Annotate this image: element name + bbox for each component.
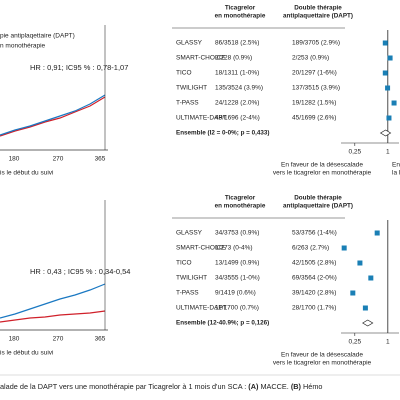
cell: 69/3564 (2-0%) (292, 275, 337, 282)
cell: 135/3524 (3.9%) (215, 85, 263, 92)
hr-marker (386, 115, 392, 121)
cell: 11/1700 (0.7%) (215, 305, 259, 312)
cell: 86/3518 (2.5%) (215, 40, 259, 47)
hr-marker (341, 245, 347, 251)
column-header: antiplaquettaire (DAPT) (283, 13, 353, 20)
curve-blue (0, 283, 106, 319)
hr-marker (391, 100, 397, 106)
cell: 6/263 (2.7%) (292, 245, 329, 252)
caption-label: (B) (291, 382, 302, 391)
x-tick-label: 270 (53, 336, 64, 343)
study-name: SMART-CHOICE (176, 55, 226, 62)
study-name: TWILIGHT (176, 275, 207, 282)
x-tick-label: 365 (95, 336, 106, 343)
study-name: GLASSY (176, 230, 203, 237)
cell: 13/1499 (0.9%) (215, 260, 259, 267)
cell: 19/1282 (1.5%) (292, 100, 336, 107)
hr-marker (387, 55, 393, 61)
direction-note: En faveur de la désescalade (281, 352, 363, 359)
cell: 18/1311 (1-0%) (215, 70, 259, 77)
cell: 39/1420 (2.8%) (292, 290, 336, 297)
caption-text: alade de la DAPT vers une monothérapie p… (0, 382, 248, 391)
cell: 137/3515 (3.9%) (292, 85, 340, 92)
overall-diamond (379, 129, 392, 137)
caption-text: MACCE. (258, 382, 290, 391)
overall-label: Ensemble (12-40.9%; p = 0,126) (176, 320, 269, 327)
hr-text: HR : 0,91; IC95 % : 0,78-1,07 (30, 63, 128, 72)
overall-label: Ensemble (I2 = 0-0%; p = 0,433) (176, 130, 269, 137)
cell: 28/1700 (1.7%) (292, 305, 336, 312)
study-name: TICO (176, 70, 192, 77)
cell: 34/3753 (0.9%) (215, 230, 259, 237)
x-tick-label: 270 (53, 156, 64, 163)
cell: 45/1699 (2.6%) (292, 115, 336, 122)
curve-red (0, 96, 106, 137)
study-name: TWILIGHT (176, 85, 207, 92)
hr-marker (368, 275, 374, 281)
caption: alade de la DAPT vers une monothérapie p… (0, 382, 323, 391)
x-axis-label: is le début du suivi (0, 170, 53, 177)
hr-marker (382, 70, 388, 76)
curve-blue (0, 94, 106, 136)
direction-note: vers le ticagrelor en monothérapie (273, 360, 372, 367)
x-tick-label: 0,25 (348, 149, 361, 156)
legend-label: n monothérapie (0, 43, 46, 50)
x-tick-label: 0,25 (348, 339, 361, 346)
x-axis-label: is le début du suivi (0, 350, 53, 357)
overall-diamond (362, 319, 374, 327)
study-name: T-PASS (176, 290, 199, 297)
legend-label: pie antiplaqettaire (DAPT) (0, 33, 75, 40)
study-name: ULTIMATE-DAPT (176, 305, 227, 312)
hr-marker (350, 290, 356, 296)
cell: 53/3756 (1-4%) (292, 230, 337, 237)
hr-marker (374, 230, 380, 236)
hr-marker (382, 40, 388, 46)
study-name: T-PASS (176, 100, 199, 107)
direction-note: En faveur de (392, 162, 400, 169)
cell: 2/228 (0.9%) (215, 55, 252, 62)
x-tick-label: 1 (386, 149, 390, 156)
km-curves-b (0, 200, 108, 331)
hr-marker (357, 260, 363, 266)
direction-note: En faveur de la désescalade (281, 162, 363, 169)
column-header: Double thérapie (294, 5, 342, 12)
direction-note: vers le ticagrelor en monothérapie (273, 170, 372, 177)
cell: 9/1419 (0.6%) (215, 290, 256, 297)
column-header: en monothérapie (215, 13, 266, 20)
column-header: Ticagrelor (225, 195, 256, 202)
x-tick-label: 365 (95, 156, 106, 163)
cell: 24/1228 (2.0%) (215, 100, 259, 107)
direction-note: la DAPT (392, 170, 400, 177)
x-tick-label: 180 (9, 336, 20, 343)
curve-red (0, 310, 106, 323)
x-tick-label: 180 (9, 156, 20, 163)
study-name: GLASSY (176, 40, 203, 47)
km-curves-a (0, 25, 108, 151)
hr-marker (385, 85, 391, 91)
cell: 34/3555 (1-0%) (215, 275, 260, 282)
study-name: TICO (176, 260, 192, 267)
column-header: en monothérapie (215, 203, 266, 210)
study-name: ULTIMATE-DAPT (176, 115, 227, 122)
cell: 1/273 (0-4%) (215, 245, 253, 252)
column-header: Ticagrelor (225, 5, 256, 12)
cell: 20/1297 (1-6%) (292, 70, 337, 77)
caption-label: (A) (248, 382, 259, 391)
x-tick-label: 1 (386, 339, 390, 346)
cell: 2/253 (0.9%) (292, 55, 329, 62)
caption-text: Hémo (301, 382, 323, 391)
hr-text: HR : 0,43 ; IC95 % : 0,34-0,54 (30, 267, 130, 276)
cell: 48/1696 (2-4%) (215, 115, 260, 122)
column-header: antiplaquettaire (DAPT) (283, 203, 353, 210)
cell: 42/1505 (2.8%) (292, 260, 336, 267)
column-header: Double thérapie (294, 195, 342, 202)
cell: 189/3705 (2.9%) (292, 40, 340, 47)
hr-marker (362, 305, 368, 311)
study-name: SMART-CHOICE (176, 245, 226, 252)
